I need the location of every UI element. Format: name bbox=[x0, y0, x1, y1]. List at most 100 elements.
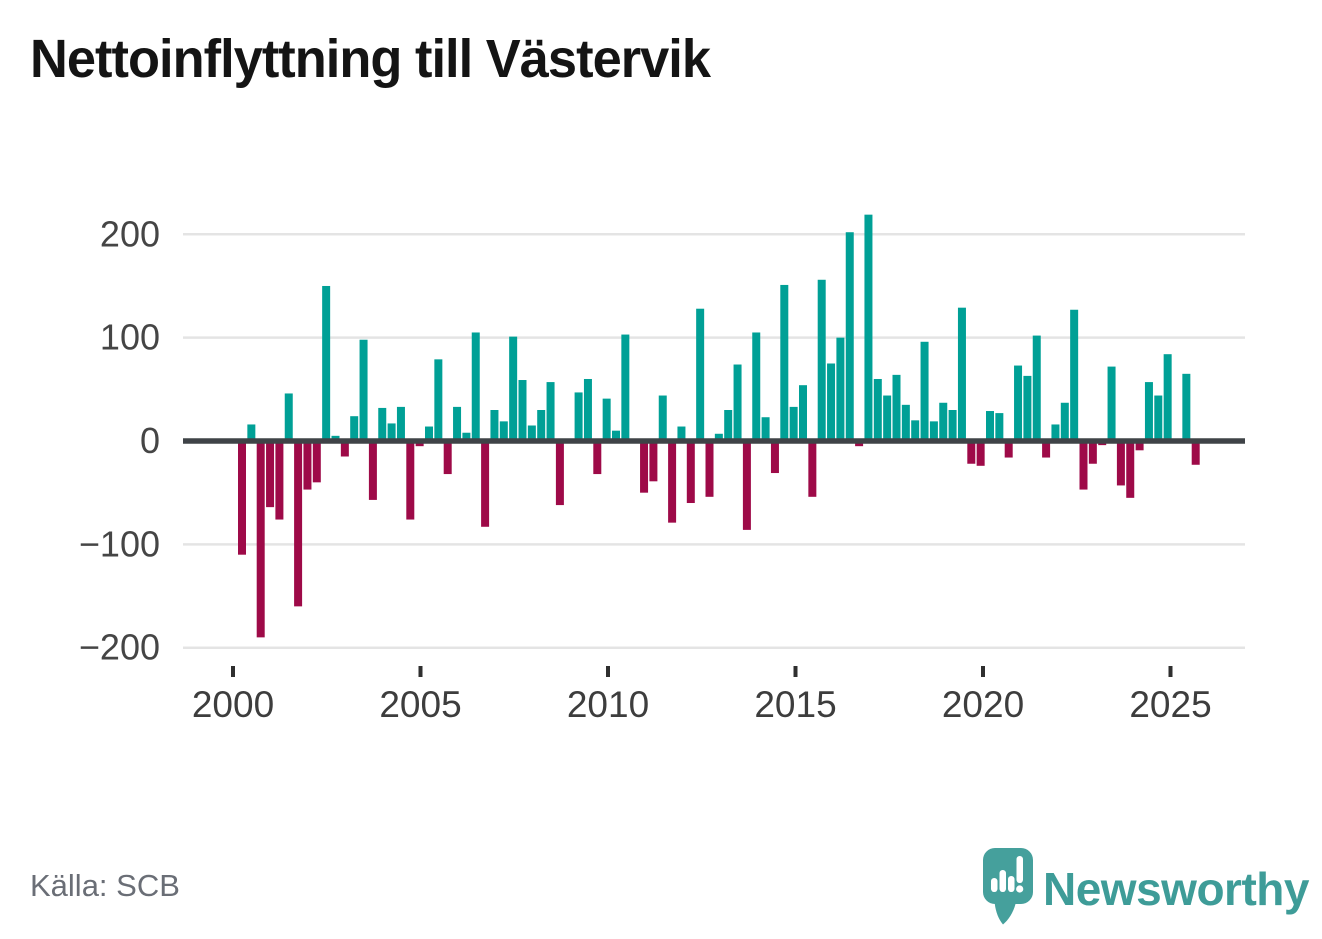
y-tick-label: −100 bbox=[79, 523, 160, 564]
bar bbox=[752, 332, 761, 441]
bar bbox=[453, 406, 462, 441]
bar bbox=[1191, 441, 1200, 465]
bar bbox=[1144, 382, 1153, 441]
bar bbox=[845, 232, 854, 441]
bar bbox=[462, 432, 471, 441]
gridlines bbox=[183, 233, 1245, 649]
bar bbox=[1023, 375, 1032, 441]
x-tick-label: 2005 bbox=[379, 684, 461, 725]
newsworthy-logo-icon bbox=[983, 848, 1033, 925]
bar bbox=[1004, 441, 1013, 458]
bar bbox=[583, 378, 592, 441]
bar bbox=[555, 441, 564, 506]
x-tick-label: 2020 bbox=[942, 684, 1024, 725]
bar bbox=[303, 441, 312, 490]
bar bbox=[312, 441, 321, 483]
logo-bar-3 bbox=[1008, 876, 1015, 892]
x-tick-label: 2010 bbox=[567, 684, 649, 725]
bar bbox=[976, 441, 985, 466]
y-tick-label: 200 bbox=[100, 213, 160, 254]
bar bbox=[948, 410, 957, 442]
bar bbox=[658, 395, 667, 441]
bar bbox=[920, 341, 929, 441]
y-tick-label: 0 bbox=[140, 420, 160, 461]
logo-bar-2 bbox=[999, 870, 1006, 892]
bar bbox=[1070, 309, 1079, 441]
bar bbox=[434, 359, 443, 441]
bar bbox=[733, 364, 742, 441]
bar bbox=[396, 406, 405, 441]
bar bbox=[481, 441, 490, 527]
x-tick-label: 2000 bbox=[192, 684, 274, 725]
bar bbox=[387, 423, 396, 441]
x-tick-label: 2015 bbox=[754, 684, 836, 725]
bar bbox=[359, 339, 368, 441]
source-label: Källa: SCB bbox=[30, 868, 180, 903]
bar bbox=[1135, 441, 1144, 451]
bars bbox=[238, 214, 1200, 638]
bar bbox=[621, 334, 630, 441]
bar bbox=[799, 385, 807, 441]
bar bbox=[770, 441, 779, 474]
bar bbox=[1154, 395, 1163, 441]
bar bbox=[406, 441, 415, 520]
bar bbox=[1060, 402, 1069, 441]
bar bbox=[1182, 373, 1191, 441]
bar bbox=[827, 363, 836, 441]
bar bbox=[537, 410, 546, 442]
bar bbox=[1079, 441, 1088, 490]
bar bbox=[1051, 424, 1060, 441]
page-title: Nettoinflyttning till Västervik bbox=[30, 29, 711, 89]
bar bbox=[275, 441, 284, 520]
bar bbox=[527, 425, 536, 441]
bar bbox=[649, 441, 658, 482]
bar bbox=[901, 404, 910, 441]
bar bbox=[957, 307, 966, 441]
bar bbox=[967, 441, 976, 464]
bar bbox=[686, 441, 695, 504]
bar bbox=[817, 279, 826, 441]
bar bbox=[247, 424, 256, 441]
x-axis-ticks bbox=[231, 666, 1173, 677]
bar bbox=[509, 336, 518, 441]
bar bbox=[256, 441, 265, 638]
bar bbox=[368, 441, 377, 500]
bar bbox=[873, 378, 882, 441]
bar bbox=[696, 308, 705, 441]
logo-exclamation-bar bbox=[1016, 856, 1023, 883]
bar bbox=[471, 332, 480, 441]
bar bbox=[1088, 441, 1097, 464]
bar bbox=[284, 393, 293, 441]
bar bbox=[574, 392, 583, 441]
y-tick-label: −200 bbox=[79, 627, 160, 668]
bar bbox=[808, 441, 817, 497]
y-axis-labels: 200 100 0 −100 −200 bbox=[79, 213, 160, 667]
bar bbox=[742, 441, 751, 530]
newsworthy-wordmark: Newsworthy bbox=[1043, 863, 1309, 915]
bar bbox=[322, 285, 331, 442]
bar bbox=[929, 421, 938, 441]
bar bbox=[789, 406, 798, 441]
bar bbox=[350, 416, 359, 441]
bar bbox=[499, 421, 508, 441]
bar bbox=[518, 380, 527, 441]
bar bbox=[1163, 354, 1172, 441]
bar bbox=[490, 410, 499, 442]
bar bbox=[1032, 335, 1041, 441]
bar bbox=[443, 441, 452, 475]
bar bbox=[864, 214, 873, 441]
bar bbox=[995, 413, 1004, 441]
logo-exclamation-dot bbox=[1016, 885, 1024, 893]
bar bbox=[668, 441, 677, 523]
bar bbox=[1107, 366, 1116, 441]
bar bbox=[911, 420, 920, 441]
bar bbox=[761, 417, 770, 441]
bar bbox=[1042, 441, 1051, 458]
bar bbox=[1116, 441, 1125, 486]
x-axis-labels: 2000 2005 2010 2015 2020 2025 bbox=[192, 684, 1212, 725]
bar bbox=[640, 441, 649, 493]
bar bbox=[238, 441, 246, 555]
bar bbox=[836, 337, 845, 441]
bar bbox=[1014, 365, 1023, 441]
